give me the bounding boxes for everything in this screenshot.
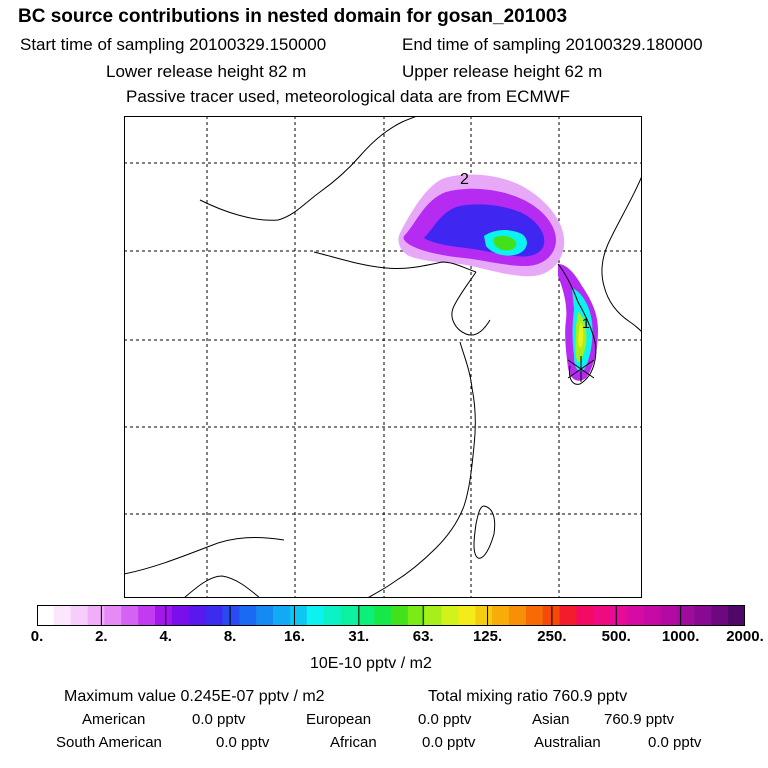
china-north-coast xyxy=(313,251,477,273)
colorbar-cell xyxy=(121,605,139,626)
concentration-plume xyxy=(398,174,598,381)
colorbar-cell xyxy=(138,605,156,626)
colorbar-cell xyxy=(407,605,426,626)
colorbar-cell xyxy=(205,605,224,626)
colorbar-cell xyxy=(323,605,342,626)
colorbar-tick-label: 16. xyxy=(284,628,305,645)
colorbar-cell xyxy=(593,605,611,626)
colorbar-tick-label: 500. xyxy=(601,628,631,645)
colorbar-cell xyxy=(273,605,291,626)
region-name: African xyxy=(330,734,377,751)
colorbar-cell xyxy=(188,605,207,626)
plume-korea-max xyxy=(578,322,584,348)
coastlines xyxy=(124,116,642,598)
colorbar-cell xyxy=(559,605,578,626)
colorbar-cell xyxy=(475,605,493,626)
lower-release-height: Lower release height 82 m xyxy=(106,62,307,81)
colorbar-cell xyxy=(87,605,106,626)
colorbar-cell xyxy=(694,605,712,626)
region-name: Asian xyxy=(532,711,570,728)
colorbar-cell xyxy=(677,605,696,626)
japan-coast xyxy=(601,175,642,333)
colorbar-tick-label: 4. xyxy=(159,628,172,645)
colorbar-cell xyxy=(340,605,358,626)
colorbar-cell xyxy=(155,605,173,626)
mongolia-border xyxy=(199,116,419,221)
taiwan xyxy=(473,505,496,559)
colorbar-cell xyxy=(458,605,476,626)
colorbar-units: 10E-10 pptv / m2 xyxy=(310,655,432,672)
chart-title: BC source contributions in nested domain… xyxy=(18,6,568,27)
china-east-coast xyxy=(366,341,476,598)
korea-coast xyxy=(557,263,597,385)
colorbar-cell xyxy=(171,605,190,626)
region-name: European xyxy=(306,711,372,728)
colorbar-cell xyxy=(424,605,443,626)
south-border xyxy=(183,575,261,598)
colorbar-cell xyxy=(492,605,510,626)
inland-border xyxy=(124,537,285,575)
region-value: 760.9 pptv xyxy=(604,711,675,728)
gridlines xyxy=(124,116,642,598)
colorbar-cell xyxy=(711,605,729,626)
colorbar-cell xyxy=(374,605,392,626)
colorbar-cell xyxy=(70,605,89,626)
colorbar-cell xyxy=(610,605,628,626)
bohai-coast xyxy=(451,271,491,336)
colorbar-tick-label: 250. xyxy=(537,628,567,645)
colorbar-cell xyxy=(37,605,55,626)
colorbar-cell xyxy=(391,605,409,626)
colorbar-cell xyxy=(660,605,679,626)
end-time: End time of sampling 20100329.180000 xyxy=(402,35,703,54)
colorbar-cell xyxy=(525,605,544,626)
colorbar-tick-label: 2. xyxy=(95,628,108,645)
colorbar-cell xyxy=(289,605,308,626)
colorbar-tick-label: 125. xyxy=(472,628,503,645)
colorbar-cell xyxy=(357,605,375,626)
colorbar-cell xyxy=(627,605,645,626)
colorbar-cell xyxy=(306,605,325,626)
colorbar-cell xyxy=(576,605,594,626)
colorbar-frame xyxy=(37,605,745,626)
colorbar xyxy=(37,605,745,626)
region-value: 0.0 pptv xyxy=(422,734,476,751)
colorbar-cell xyxy=(728,605,745,626)
map-svg: 2 1 xyxy=(124,116,642,598)
colorbar-cell xyxy=(239,605,257,626)
map-frame xyxy=(124,116,642,598)
plume-core-b xyxy=(493,235,517,251)
colorbar-tick-label: 2000. xyxy=(726,628,764,645)
map-label-1: 1 xyxy=(582,315,590,331)
colorbar-cell xyxy=(256,605,274,626)
colorbar-cell xyxy=(222,605,240,626)
total-mixing-ratio: Total mixing ratio 760.9 pptv xyxy=(428,688,628,705)
region-name: Australian xyxy=(534,734,601,751)
colorbar-tick-label: 1000. xyxy=(661,628,700,645)
region-value: 0.0 pptv xyxy=(192,711,246,728)
colorbar-tick-label: 63. xyxy=(412,628,434,645)
receptor-marker xyxy=(567,356,595,382)
region-value: 0.0 pptv xyxy=(418,711,472,728)
tracer-note: Passive tracer used, meteorological data… xyxy=(126,87,571,106)
colorbar-cell xyxy=(104,605,122,626)
start-time: Start time of sampling 20100329.150000 xyxy=(20,35,327,54)
region-name: American xyxy=(82,711,146,728)
colorbar-tick-label: 31. xyxy=(348,628,370,645)
colorbar-cell xyxy=(53,605,72,626)
region-value: 0.0 pptv xyxy=(648,734,702,751)
region-value: 0.0 pptv xyxy=(216,734,270,751)
region-name: South American xyxy=(56,734,162,751)
colorbar-cell xyxy=(643,605,662,626)
map-panel: 2 1 xyxy=(124,116,642,598)
colorbar-tick-label: 0. xyxy=(30,628,44,645)
colorbar-cells xyxy=(37,605,745,626)
upper-release-height: Upper release height 62 m xyxy=(402,62,603,81)
map-label-2: 2 xyxy=(460,171,469,188)
maximum-value: Maximum value 0.245E-07 pptv / m2 xyxy=(64,688,325,705)
colorbar-tick-label: 8. xyxy=(223,628,237,645)
colorbar-cell xyxy=(441,605,460,626)
colorbar-cell xyxy=(509,605,527,626)
